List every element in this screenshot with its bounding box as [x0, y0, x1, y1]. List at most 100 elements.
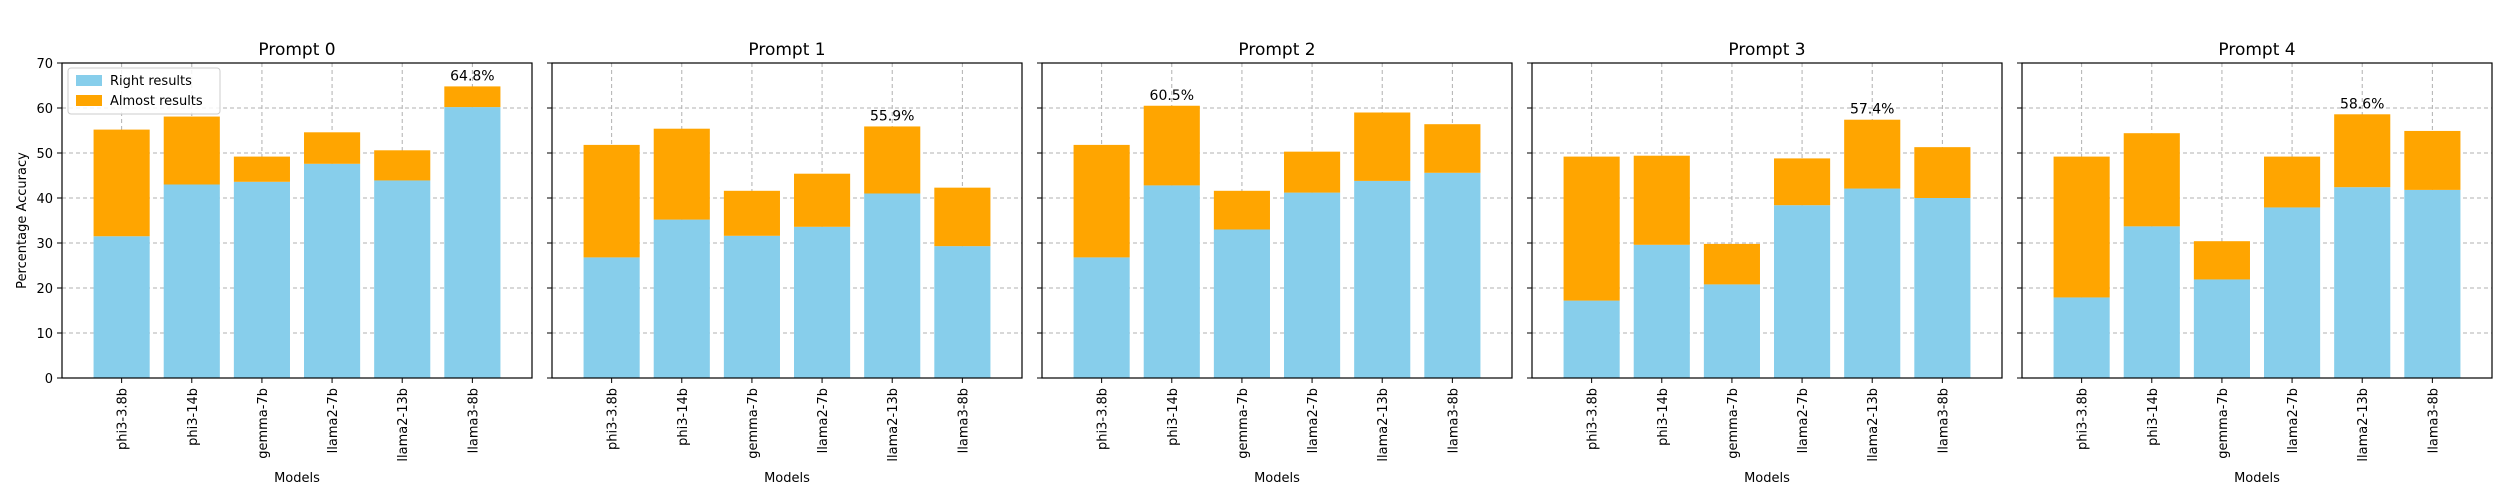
y-tick-label: 20 — [36, 282, 53, 297]
bar-right-results — [723, 235, 780, 378]
y-tick-label: 30 — [36, 237, 53, 252]
y-tick-label: 50 — [36, 147, 53, 162]
x-tick-label: llama2-13b — [1866, 388, 1881, 462]
bar-almost-results — [1213, 190, 1270, 230]
y-axis-label: Percentage Accuracy — [15, 152, 30, 289]
x-tick-label: llama2-7b — [1796, 388, 1811, 453]
panel-4: phi3-3.8b phi3-14b gemma-7b llama2-7b llama2… — [2017, 40, 2493, 486]
x-tick-label: llama3-8b — [2426, 388, 2441, 453]
bar-right-results — [1213, 229, 1270, 378]
bar-almost-results — [2123, 133, 2180, 227]
legend-swatch — [76, 95, 102, 106]
bar-almost-results — [653, 128, 710, 220]
bar-right-results — [163, 184, 220, 378]
panel-title: Prompt 1 — [748, 40, 825, 60]
bar-right-results — [1844, 188, 1901, 378]
x-axis-label: Models — [764, 471, 810, 486]
bar-almost-results — [444, 86, 501, 108]
x-tick-label: phi3-3.8b — [606, 388, 621, 450]
bar-almost-results — [1354, 112, 1411, 181]
legend: Right results Almost results — [67, 67, 221, 115]
x-tick-label: phi3-3.8b — [1586, 388, 1601, 450]
bar-almost-results — [1703, 243, 1760, 285]
bar-annotation: 58.6% — [2340, 96, 2384, 112]
x-tick-label: phi3-14b — [1166, 388, 1181, 446]
x-tick-label: llama2-7b — [1306, 388, 1321, 453]
bar-right-results — [304, 163, 361, 378]
bar-almost-results — [1143, 105, 1200, 186]
bar-almost-results — [1914, 147, 1971, 198]
bar-annotation: 57.4% — [1850, 102, 1894, 118]
bar-right-results — [1284, 192, 1341, 378]
bar-almost-results — [934, 187, 991, 247]
bar-right-results — [444, 107, 501, 378]
bar-right-results — [2264, 207, 2321, 378]
bar-right-results — [1424, 172, 1481, 378]
legend-swatch — [76, 75, 102, 86]
x-tick-label: gemma-7b — [1726, 388, 1741, 459]
x-tick-label: llama2-13b — [886, 388, 901, 462]
bar-right-results — [1563, 300, 1620, 378]
y-tick-label: 40 — [36, 192, 53, 207]
bar-right-results — [2053, 297, 2110, 378]
legend-box — [67, 67, 221, 115]
bar-almost-results — [304, 132, 361, 164]
bar-right-results — [934, 246, 991, 378]
legend-label: Right results — [110, 74, 192, 89]
bar-annotation: 60.5% — [1150, 88, 1194, 104]
bar-almost-results — [1633, 155, 1690, 245]
y-tick-label: 60 — [36, 102, 53, 117]
bar-almost-results — [163, 116, 220, 185]
bar-right-results — [653, 219, 710, 378]
bar-annotation: 64.8% — [450, 68, 494, 84]
bar-almost-results — [1563, 156, 1620, 301]
bar-right-results — [794, 226, 851, 378]
bar-right-results — [374, 180, 431, 378]
x-tick-label: phi3-3.8b — [2076, 388, 2091, 450]
bar-annotation: 55.9% — [870, 108, 914, 124]
y-tick-label: 0 — [45, 372, 53, 387]
x-tick-label: gemma-7b — [256, 388, 271, 459]
panel-title: Prompt 4 — [2218, 40, 2295, 60]
bar-almost-results — [1844, 119, 1901, 189]
bar-right-results — [2404, 189, 2461, 378]
x-axis-label: Models — [274, 471, 320, 486]
axes-frame — [551, 62, 1023, 379]
x-tick-label: gemma-7b — [1236, 388, 1251, 459]
axes-frame — [2021, 62, 2493, 379]
x-tick-label: phi3-3.8b — [116, 388, 131, 450]
bar-almost-results — [1073, 144, 1130, 258]
bar-right-results — [1703, 284, 1760, 378]
x-tick-label: llama3-8b — [1446, 388, 1461, 453]
legend-label: Almost results — [110, 94, 203, 109]
panel-title: Prompt 2 — [1238, 40, 1315, 60]
bar-almost-results — [723, 190, 780, 236]
y-tick-label: 10 — [36, 327, 53, 342]
x-tick-label: phi3-3.8b — [1096, 388, 1111, 450]
panel-title: Prompt 3 — [1728, 40, 1805, 60]
bar-almost-results — [2053, 156, 2110, 298]
bar-right-results — [1354, 180, 1411, 378]
bar-right-results — [2334, 187, 2391, 378]
x-axis-label: Models — [1254, 471, 1300, 486]
bar-almost-results — [1284, 151, 1341, 193]
bar-almost-results — [93, 129, 150, 237]
axes-frame — [1531, 62, 2003, 379]
bar-right-results — [233, 181, 290, 378]
x-tick-label: gemma-7b — [746, 388, 761, 459]
x-tick-label: phi3-14b — [676, 388, 691, 446]
panel-title: Prompt 0 — [258, 40, 335, 60]
bar-right-results — [1073, 257, 1130, 378]
bar-almost-results — [864, 126, 921, 194]
panel-0: 0 10 20 30 40 50 60 70 phi3-3.8b phi3-14b gemma-7b… — [15, 40, 533, 486]
x-tick-label: llama2-7b — [816, 388, 831, 453]
axes-frame — [61, 62, 533, 379]
bar-right-results — [1914, 198, 1971, 378]
x-tick-label: llama2-13b — [396, 388, 411, 462]
x-tick-label: llama2-7b — [2286, 388, 2301, 453]
x-tick-label: phi3-14b — [2146, 388, 2161, 446]
bar-almost-results — [374, 150, 431, 181]
x-axis-label: Models — [1744, 471, 1790, 486]
bar-almost-results — [794, 173, 851, 227]
x-tick-label: phi3-14b — [186, 388, 201, 446]
